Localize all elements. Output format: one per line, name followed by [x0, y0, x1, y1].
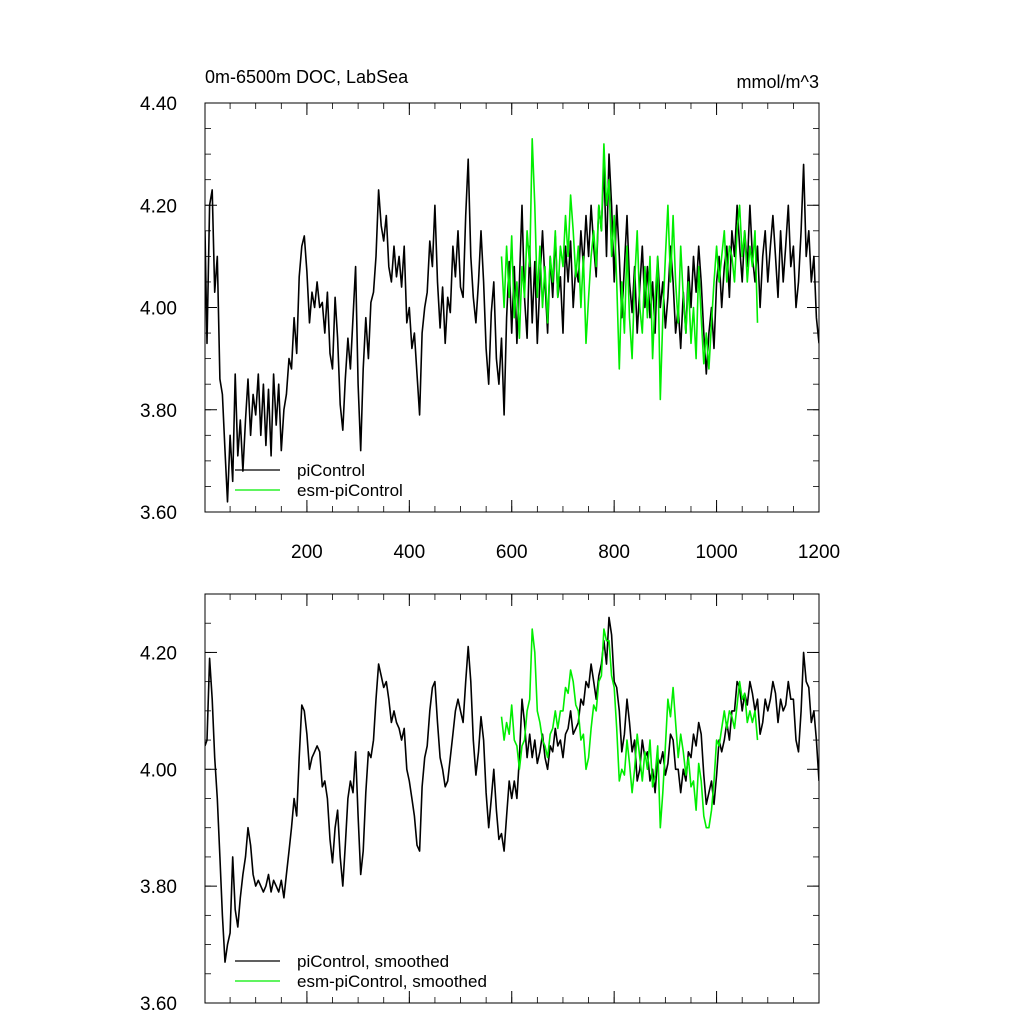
legend-label-esm-picontrol-smoothed: esm-piControl, smoothed [297, 972, 487, 991]
y-tick-label: 4.20 [140, 196, 177, 217]
series-line-esm-picontrol [500, 138, 759, 401]
x-tick-label: 600 [496, 542, 528, 563]
series-line-esm-picontrol-smoothed [500, 628, 759, 829]
chart-title: 0m-6500m DOC, LabSea [205, 67, 409, 87]
series-line-picontrol [205, 153, 819, 503]
y-tick-label: 4.00 [140, 299, 177, 320]
units-label: mmol/m^3 [737, 72, 819, 92]
x-tick-label: 1200 [798, 542, 840, 563]
top-series [205, 138, 819, 503]
bottom-legend: piControl, smoothed esm-piControl, smoot… [235, 952, 487, 991]
x-tick-label: 400 [393, 542, 425, 563]
bottom-panel: 3.60 3.80 4.00 4.20 piControl, smoothed esm… [140, 593, 820, 1015]
x-tick-label: 200 [291, 542, 323, 563]
legend-label-picontrol: piControl [297, 461, 365, 480]
legend-label-esm-picontrol: esm-piControl [297, 481, 403, 500]
series-line-picontrol-smoothed [205, 616, 819, 963]
top-legend: piControl esm-piControl [235, 461, 403, 500]
legend-label-picontrol-smoothed: piControl, smoothed [297, 952, 449, 971]
y-tick-label: 3.80 [140, 401, 177, 422]
y-tick-label: 3.80 [140, 877, 177, 898]
bottom-series [205, 616, 819, 963]
top-panel: 3.60 3.80 4.00 4.20 4.40 200 400 600 800 1000 120… [140, 67, 840, 563]
top-y-tick-labels: 3.60 3.80 4.00 4.20 4.40 [140, 94, 177, 524]
y-tick-label: 3.60 [140, 994, 177, 1015]
x-tick-label: 800 [598, 542, 630, 563]
top-x-tick-labels: 200 400 600 800 1000 1200 [291, 542, 840, 563]
y-tick-label: 4.40 [140, 94, 177, 115]
y-tick-label: 4.00 [140, 760, 177, 781]
y-tick-label: 3.60 [140, 503, 177, 524]
y-tick-label: 4.20 [140, 643, 177, 664]
top-tick-marks [205, 102, 820, 513]
x-tick-label: 1000 [695, 542, 737, 563]
bottom-y-tick-labels: 3.60 3.80 4.00 4.20 [140, 643, 177, 1015]
bottom-tick-marks [205, 593, 820, 1004]
